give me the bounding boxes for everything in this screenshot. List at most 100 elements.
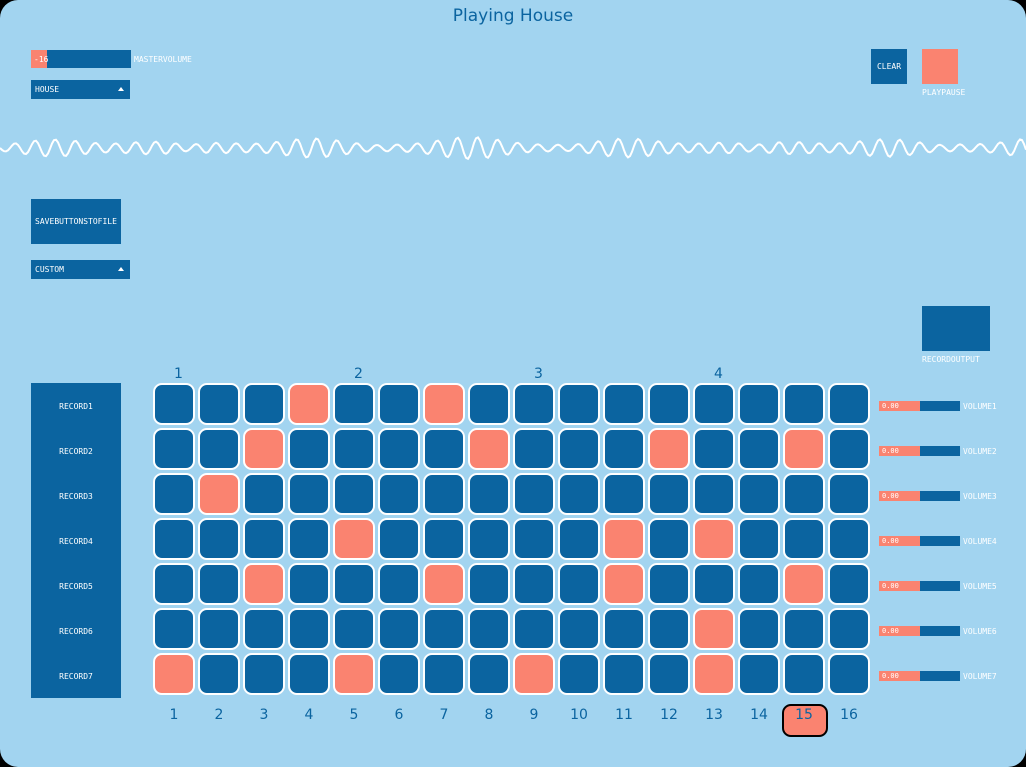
volume-slider-6[interactable]: 0.00 [879, 626, 960, 636]
step-cell-r3-c11[interactable] [603, 473, 645, 515]
volume-slider-2[interactable]: 0.00 [879, 446, 960, 456]
step-cell-r5-c6[interactable] [378, 563, 420, 605]
volume-slider-7[interactable]: 0.00 [879, 671, 960, 681]
step-cell-r4-c14[interactable] [738, 518, 780, 560]
step-cell-r7-c6[interactable] [378, 653, 420, 695]
step-cell-r7-c4[interactable] [288, 653, 330, 695]
step-cell-r3-c16[interactable] [828, 473, 870, 515]
step-cell-r1-c3[interactable] [243, 383, 285, 425]
step-cell-r6-c14[interactable] [738, 608, 780, 650]
step-cell-r5-c12[interactable] [648, 563, 690, 605]
step-cell-r6-c9[interactable] [513, 608, 555, 650]
step-cell-r5-c9[interactable] [513, 563, 555, 605]
step-cell-r7-c10[interactable] [558, 653, 600, 695]
step-cell-r1-c7[interactable] [423, 383, 465, 425]
record-button-2[interactable]: RECORD2 [31, 447, 121, 456]
step-cell-r6-c10[interactable] [558, 608, 600, 650]
step-cell-r5-c15[interactable] [783, 563, 825, 605]
step-cell-r3-c12[interactable] [648, 473, 690, 515]
step-cell-r2-c13[interactable] [693, 428, 735, 470]
step-cell-r5-c10[interactable] [558, 563, 600, 605]
step-cell-r2-c4[interactable] [288, 428, 330, 470]
step-cell-r4-c8[interactable] [468, 518, 510, 560]
step-cell-r3-c4[interactable] [288, 473, 330, 515]
step-cell-r4-c10[interactable] [558, 518, 600, 560]
volume-slider-3[interactable]: 0.00 [879, 491, 960, 501]
step-cell-r3-c13[interactable] [693, 473, 735, 515]
step-cell-r3-c2[interactable] [198, 473, 240, 515]
step-cell-r2-c11[interactable] [603, 428, 645, 470]
step-cell-r3-c10[interactable] [558, 473, 600, 515]
step-cell-r4-c5[interactable] [333, 518, 375, 560]
step-cell-r1-c4[interactable] [288, 383, 330, 425]
step-cell-r1-c8[interactable] [468, 383, 510, 425]
step-cell-r2-c6[interactable] [378, 428, 420, 470]
step-cell-r2-c5[interactable] [333, 428, 375, 470]
step-cell-r2-c16[interactable] [828, 428, 870, 470]
step-cell-r5-c16[interactable] [828, 563, 870, 605]
preset-dropdown[interactable]: HOUSE [31, 80, 130, 99]
step-cell-r6-c11[interactable] [603, 608, 645, 650]
step-cell-r7-c7[interactable] [423, 653, 465, 695]
step-cell-r7-c11[interactable] [603, 653, 645, 695]
step-cell-r7-c16[interactable] [828, 653, 870, 695]
step-cell-r7-c2[interactable] [198, 653, 240, 695]
step-cell-r4-c7[interactable] [423, 518, 465, 560]
volume-slider-4[interactable]: 0.00 [879, 536, 960, 546]
step-cell-r3-c6[interactable] [378, 473, 420, 515]
step-cell-r1-c6[interactable] [378, 383, 420, 425]
step-cell-r6-c1[interactable] [153, 608, 195, 650]
step-cell-r1-c14[interactable] [738, 383, 780, 425]
clear-button[interactable]: CLEAR [871, 49, 907, 84]
step-cell-r2-c15[interactable] [783, 428, 825, 470]
step-cell-r6-c12[interactable] [648, 608, 690, 650]
step-cell-r5-c3[interactable] [243, 563, 285, 605]
step-cell-r4-c4[interactable] [288, 518, 330, 560]
step-cell-r5-c2[interactable] [198, 563, 240, 605]
record-button-4[interactable]: RECORD4 [31, 537, 121, 546]
master-volume-slider[interactable]: -16 [31, 50, 131, 68]
step-cell-r4-c1[interactable] [153, 518, 195, 560]
step-cell-r7-c3[interactable] [243, 653, 285, 695]
step-cell-r3-c5[interactable] [333, 473, 375, 515]
step-cell-r2-c7[interactable] [423, 428, 465, 470]
step-cell-r3-c1[interactable] [153, 473, 195, 515]
pattern-dropdown[interactable]: CUSTOM [31, 260, 130, 279]
step-cell-r4-c15[interactable] [783, 518, 825, 560]
record-button-1[interactable]: RECORD1 [31, 402, 121, 411]
step-cell-r3-c3[interactable] [243, 473, 285, 515]
step-cell-r5-c11[interactable] [603, 563, 645, 605]
step-cell-r1-c2[interactable] [198, 383, 240, 425]
step-cell-r2-c12[interactable] [648, 428, 690, 470]
step-cell-r5-c13[interactable] [693, 563, 735, 605]
step-cell-r5-c14[interactable] [738, 563, 780, 605]
step-cell-r1-c9[interactable] [513, 383, 555, 425]
step-cell-r2-c14[interactable] [738, 428, 780, 470]
step-cell-r7-c1[interactable] [153, 653, 195, 695]
record-button-6[interactable]: RECORD6 [31, 627, 121, 636]
step-cell-r1-c13[interactable] [693, 383, 735, 425]
save-buttons-to-file-button[interactable]: SAVEBUTTONSTOFILE [31, 199, 121, 244]
step-cell-r1-c16[interactable] [828, 383, 870, 425]
step-cell-r2-c8[interactable] [468, 428, 510, 470]
record-button-3[interactable]: RECORD3 [31, 492, 121, 501]
step-cell-r2-c10[interactable] [558, 428, 600, 470]
volume-slider-5[interactable]: 0.00 [879, 581, 960, 591]
step-cell-r6-c6[interactable] [378, 608, 420, 650]
step-cell-r6-c4[interactable] [288, 608, 330, 650]
step-cell-r7-c14[interactable] [738, 653, 780, 695]
step-cell-r4-c2[interactable] [198, 518, 240, 560]
step-cell-r6-c13[interactable] [693, 608, 735, 650]
step-cell-r4-c13[interactable] [693, 518, 735, 560]
step-cell-r4-c3[interactable] [243, 518, 285, 560]
step-cell-r1-c15[interactable] [783, 383, 825, 425]
step-cell-r3-c7[interactable] [423, 473, 465, 515]
step-cell-r1-c1[interactable] [153, 383, 195, 425]
step-cell-r4-c9[interactable] [513, 518, 555, 560]
step-cell-r6-c3[interactable] [243, 608, 285, 650]
step-cell-r3-c15[interactable] [783, 473, 825, 515]
play-pause-button[interactable] [922, 49, 958, 84]
step-cell-r6-c8[interactable] [468, 608, 510, 650]
step-cell-r7-c5[interactable] [333, 653, 375, 695]
step-cell-r3-c9[interactable] [513, 473, 555, 515]
